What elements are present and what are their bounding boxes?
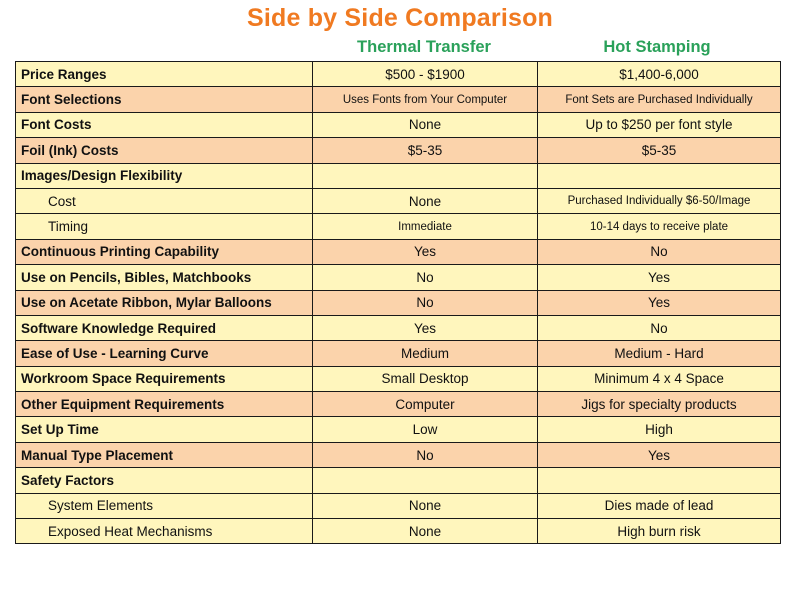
row-label: Use on Pencils, Bibles, Matchbooks xyxy=(15,264,313,291)
column-heading-thermal-transfer: Thermal Transfer xyxy=(357,38,491,56)
table-row: Cost None Purchased Individually $6-50/I… xyxy=(15,187,781,215)
row-label: System Elements xyxy=(15,492,313,520)
thermal-value: Uses Fonts from Your Computer xyxy=(312,86,538,113)
page-title: Side by Side Comparison xyxy=(246,4,554,32)
hot-stamping-value: Yes xyxy=(537,441,781,469)
thermal-value: Yes xyxy=(312,314,538,342)
table-row: Font Selections Uses Fonts from Your Com… xyxy=(15,86,781,113)
table-row: Exposed Heat Mechanisms None High burn r… xyxy=(15,518,781,545)
thermal-value: None xyxy=(312,187,538,215)
thermal-value: None xyxy=(312,518,538,545)
thermal-value: Low xyxy=(312,416,538,443)
row-label: Continuous Printing Capability xyxy=(15,238,313,266)
row-label: Exposed Heat Mechanisms xyxy=(15,518,313,545)
table-row: Software Knowledge Required Yes No xyxy=(15,314,781,342)
hot-stamping-value: Yes xyxy=(537,264,781,291)
row-label: Font Selections xyxy=(15,86,313,113)
table-row: Other Equipment Requirements Computer Ji… xyxy=(15,391,781,418)
table-row: Use on Pencils, Bibles, Matchbooks No Ye… xyxy=(15,264,781,291)
row-label: Use on Acetate Ribbon, Mylar Balloons xyxy=(15,289,313,316)
hot-stamping-value: Up to $250 per font style xyxy=(537,111,781,139)
thermal-value xyxy=(312,162,538,189)
row-label: Font Costs xyxy=(15,111,313,139)
thermal-value: Computer xyxy=(312,391,538,418)
table-row: Workroom Space Requirements Small Deskto… xyxy=(15,365,781,393)
thermal-value xyxy=(312,467,538,494)
hot-stamping-value: High burn risk xyxy=(537,518,781,545)
row-label: Software Knowledge Required xyxy=(15,314,313,342)
thermal-value: $5-35 xyxy=(312,137,538,164)
hot-stamping-value: $1,400-6,000 xyxy=(537,60,781,88)
hot-stamping-value: No xyxy=(537,238,781,266)
hot-stamping-value: High xyxy=(537,416,781,443)
thermal-value: None xyxy=(312,492,538,520)
table-row: Ease of Use - Learning Curve Medium Medi… xyxy=(15,340,781,367)
hot-stamping-value: Medium - Hard xyxy=(537,340,781,367)
thermal-value: None xyxy=(312,111,538,139)
thermal-value: No xyxy=(312,289,538,316)
hot-stamping-value: 10-14 days to receive plate xyxy=(537,213,781,240)
thermal-value: Small Desktop xyxy=(312,365,538,393)
row-label: Safety Factors xyxy=(15,467,313,494)
thermal-value: Immediate xyxy=(312,213,538,240)
table-row: Font Costs None Up to $250 per font styl… xyxy=(15,111,781,139)
row-label: Foil (Ink) Costs xyxy=(15,137,313,164)
hot-stamping-value xyxy=(537,467,781,494)
row-label: Timing xyxy=(15,213,313,240)
table-row: Set Up Time Low High xyxy=(15,416,781,443)
row-label: Cost xyxy=(15,187,313,215)
hot-stamping-value xyxy=(537,162,781,189)
hot-stamping-value: Jigs for specialty products xyxy=(537,391,781,418)
thermal-value: Yes xyxy=(312,238,538,266)
table-row: System Elements None Dies made of lead xyxy=(15,492,781,520)
row-label: Other Equipment Requirements xyxy=(15,391,313,418)
thermal-value: No xyxy=(312,441,538,469)
thermal-value: $500 - $1900 xyxy=(312,60,538,88)
hot-stamping-value: No xyxy=(537,314,781,342)
hot-stamping-value: Purchased Individually $6-50/Image xyxy=(537,187,781,215)
table-row: Price Ranges $500 - $1900 $1,400-6,000 xyxy=(15,60,781,88)
table-row: Manual Type Placement No Yes xyxy=(15,441,781,469)
row-label: Set Up Time xyxy=(15,416,313,443)
table-row: Use on Acetate Ribbon, Mylar Balloons No… xyxy=(15,289,781,316)
thermal-value: Medium xyxy=(312,340,538,367)
table-row: Foil (Ink) Costs $5-35 $5-35 xyxy=(15,137,781,164)
row-label: Price Ranges xyxy=(15,60,313,88)
hot-stamping-value: Yes xyxy=(537,289,781,316)
table-row: Safety Factors xyxy=(15,467,781,494)
table-row: Images/Design Flexibility xyxy=(15,162,781,189)
hot-stamping-value: $5-35 xyxy=(537,137,781,164)
hot-stamping-value: Dies made of lead xyxy=(537,492,781,520)
comparison-table: Price Ranges $500 - $1900 $1,400-6,000 F… xyxy=(15,60,781,545)
hot-stamping-value: Minimum 4 x 4 Space xyxy=(537,365,781,393)
row-label: Images/Design Flexibility xyxy=(15,162,313,189)
thermal-value: No xyxy=(312,264,538,291)
column-heading-hot-stamping: Hot Stamping xyxy=(603,38,711,56)
hot-stamping-value: Font Sets are Purchased Individually xyxy=(537,86,781,113)
row-label: Workroom Space Requirements xyxy=(15,365,313,393)
table-row: Continuous Printing Capability Yes No xyxy=(15,238,781,266)
row-label: Manual Type Placement xyxy=(15,441,313,469)
table-row: Timing Immediate 10-14 days to receive p… xyxy=(15,213,781,240)
row-label: Ease of Use - Learning Curve xyxy=(15,340,313,367)
